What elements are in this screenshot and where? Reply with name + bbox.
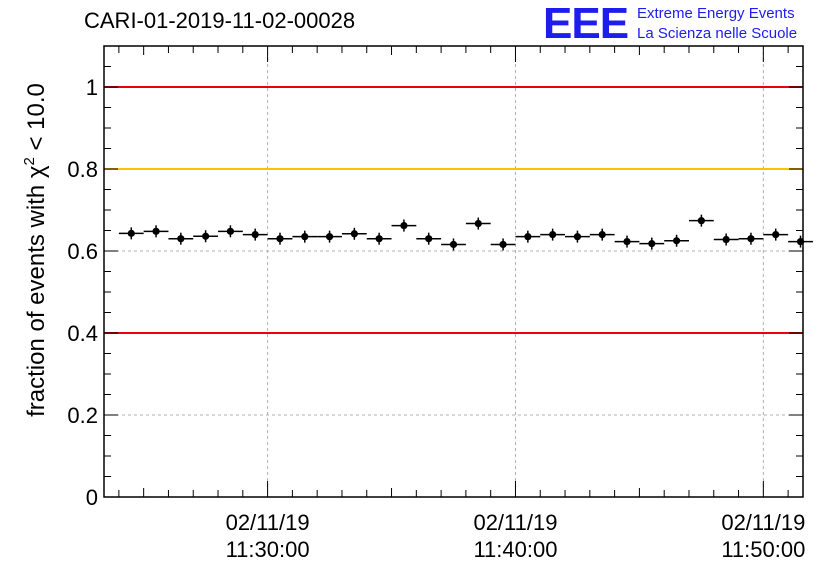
y-tick-label: 0: [86, 485, 98, 510]
data-point: [350, 230, 358, 238]
data-point: [400, 221, 408, 230]
data-point: [425, 235, 433, 243]
data-point: [573, 233, 582, 241]
data-point: [276, 235, 284, 243]
y-tick-label: 0.8: [67, 157, 98, 182]
y-tick-label: 1: [86, 75, 98, 100]
logo-line-1: Extreme Energy Events: [637, 5, 795, 22]
data-point: [524, 233, 532, 241]
data-point: [796, 237, 805, 246]
data-point: [177, 235, 185, 243]
y-tick-label: 0.2: [67, 403, 98, 428]
data-point: [722, 235, 730, 244]
data-point: [598, 231, 606, 239]
data-point: [152, 227, 160, 235]
x-tick-date-label: 02/11/19: [721, 510, 805, 535]
data-point: [325, 233, 334, 241]
y-tick-label: 0.6: [67, 239, 98, 264]
data-point: [301, 233, 309, 241]
x-tick-time-label: 11:40:00: [473, 537, 557, 562]
data-point: [474, 219, 482, 228]
x-tick-date-label: 02/11/19: [473, 510, 557, 535]
plot-frame: [103, 45, 804, 498]
data-point: [226, 227, 235, 235]
data-point: [127, 229, 135, 237]
x-tick-date-label: 02/11/19: [226, 510, 310, 535]
eee-logo: EEE: [543, 0, 629, 48]
logo-line-2: La Scienza nelle Scuole: [637, 25, 798, 42]
y-tick-label: 0.4: [67, 321, 98, 346]
data-point: [251, 231, 259, 239]
data-point: [375, 235, 383, 243]
data-point: [499, 240, 507, 249]
data-point: [747, 235, 755, 243]
data-point: [202, 232, 210, 240]
data-point: [697, 217, 705, 225]
data-point: [648, 240, 656, 248]
data-point: [449, 240, 458, 249]
data-point: [623, 237, 631, 246]
x-tick-time-label: 11:50:00: [721, 537, 805, 562]
data-point: [549, 231, 557, 239]
x-tick-time-label: 11:30:00: [226, 537, 310, 562]
data-point: [772, 231, 780, 239]
data-point: [672, 237, 681, 245]
chart-title: CARI-01-2019-11-02-00028: [84, 8, 356, 33]
